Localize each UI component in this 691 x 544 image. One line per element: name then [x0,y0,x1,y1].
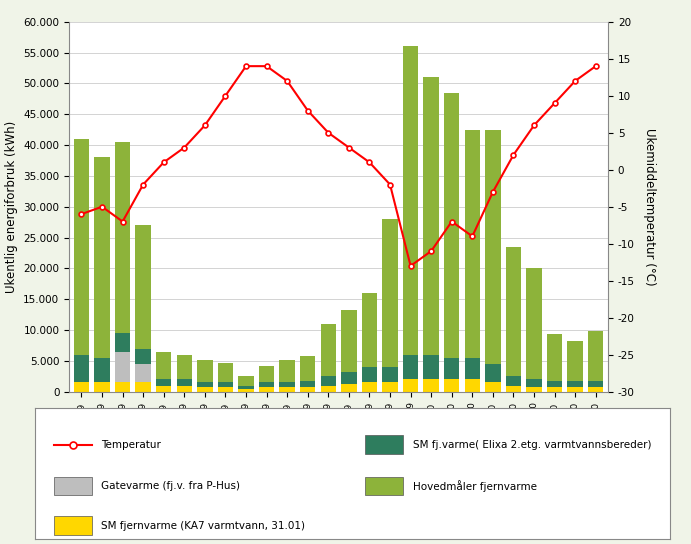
Bar [300,356,316,381]
Text: SM fj.varme( Elixa 2.etg. varmtvannsbereder): SM fj.varme( Elixa 2.etg. varmtvannsbere… [413,440,652,449]
Bar [361,367,377,382]
Bar [382,382,398,392]
Text: Temperatur: Temperatur [102,440,161,449]
Bar [156,386,171,392]
Y-axis label: Ukemiddeltemperatur (°C): Ukemiddeltemperatur (°C) [643,128,656,286]
Bar [94,358,110,382]
Bar [547,335,562,381]
Bar [567,381,583,387]
Bar [341,384,357,392]
Bar [403,46,418,355]
Bar [588,331,603,381]
Bar [135,382,151,392]
Bar [156,351,171,379]
Bar [94,157,110,358]
Bar [464,358,480,379]
Text: SM fjernvarme (KA7 varmtvann, 31.01): SM fjernvarme (KA7 varmtvann, 31.01) [102,521,305,530]
Bar [177,386,192,392]
FancyBboxPatch shape [365,435,404,454]
Bar [177,379,192,386]
Bar [382,367,398,382]
Bar [527,387,542,392]
Bar [588,381,603,387]
Bar [424,77,439,355]
Bar [156,379,171,386]
Bar [115,142,131,333]
Bar [547,381,562,387]
Bar [403,355,418,379]
Bar [218,363,233,382]
Bar [444,358,460,379]
Bar [300,387,316,392]
Bar [361,293,377,367]
Bar [527,379,542,387]
Bar [115,382,131,392]
Bar [506,247,521,376]
Bar [341,310,357,372]
Bar [74,355,89,382]
Bar [382,219,398,367]
Bar [444,379,460,392]
Bar [259,367,274,382]
Bar [485,364,500,382]
Bar [115,333,131,351]
Bar [321,386,336,392]
Text: Hovedmåler fjernvarme: Hovedmåler fjernvarme [413,480,537,492]
Bar [341,372,357,384]
Bar [464,379,480,392]
Bar [403,379,418,392]
Bar [527,268,542,379]
FancyBboxPatch shape [54,516,92,535]
Bar [506,376,521,386]
Bar [197,382,213,387]
Bar [321,324,336,376]
Bar [218,387,233,392]
Bar [279,382,295,387]
Bar [238,386,254,388]
Bar [238,388,254,392]
Bar [321,376,336,386]
Bar [135,364,151,382]
Bar [135,225,151,349]
Bar [279,360,295,382]
Bar [485,129,500,364]
Bar [547,387,562,392]
Bar [361,382,377,392]
Bar [177,355,192,379]
Text: Gatevarme (fj.v. fra P-Hus): Gatevarme (fj.v. fra P-Hus) [102,481,240,491]
Bar [259,387,274,392]
Bar [115,351,131,382]
Bar [300,381,316,387]
Bar [259,382,274,387]
Bar [197,360,213,382]
Bar [279,387,295,392]
Bar [588,387,603,392]
FancyBboxPatch shape [54,477,92,496]
Bar [485,382,500,392]
Y-axis label: Ukentlig energiforbruk (kWh): Ukentlig energiforbruk (kWh) [5,121,18,293]
Bar [567,387,583,392]
Bar [444,92,460,358]
Bar [424,379,439,392]
Bar [135,349,151,364]
Bar [74,139,89,355]
Bar [464,129,480,358]
Bar [424,355,439,379]
Bar [94,382,110,392]
Bar [506,386,521,392]
Bar [74,382,89,392]
Bar [218,382,233,387]
Bar [238,376,254,386]
Bar [197,387,213,392]
FancyBboxPatch shape [365,477,404,496]
Bar [567,341,583,381]
